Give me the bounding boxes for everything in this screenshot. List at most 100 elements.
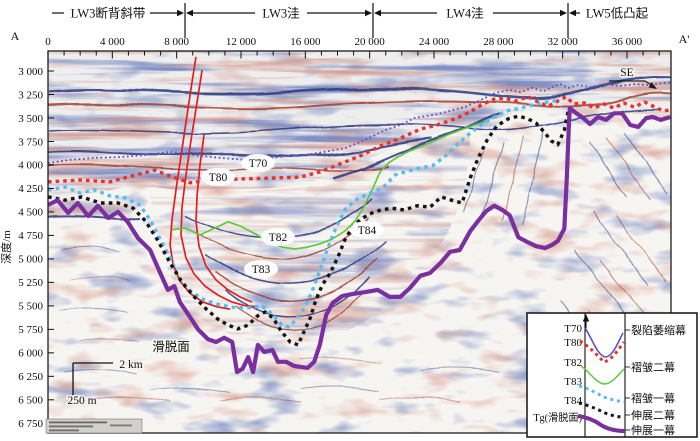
horizon-tag-label: T84 (358, 225, 377, 237)
y-tick-label: 5 500 (18, 301, 43, 313)
zone-arrowhead (374, 9, 381, 17)
endpoint-a-label: A (11, 29, 20, 43)
y-tick-label: 4 000 (18, 160, 43, 172)
reflector (623, 131, 669, 195)
reflector (214, 257, 379, 301)
zone-label: LW4洼 (446, 7, 483, 21)
horizon-tags: T70 T80 T82 T83 T84 (201, 154, 384, 278)
horizon-tag-label: T70 (249, 158, 268, 170)
y-tick-label: 5 000 (18, 254, 43, 266)
reflector (419, 366, 501, 373)
x-tick-label: 24 000 (419, 36, 450, 48)
x-tick-label: 16 000 (290, 36, 321, 48)
reflector (48, 108, 661, 134)
y-tick-label: 4 250 (18, 183, 43, 195)
zone-label: LW3断背斜带 (71, 6, 146, 21)
reflector (79, 336, 141, 343)
horizon-tag-label: T80 (209, 172, 228, 184)
zone-label: LW3洼 (262, 7, 299, 21)
x-tick-label: 0 (45, 36, 51, 48)
horizons-and-faults (48, 56, 671, 375)
horizon-tag-oval (261, 228, 295, 246)
reflector (591, 209, 649, 287)
y-tick-label: 6 250 (18, 371, 43, 383)
legend-entries: T70 T80 T82 T83 T84 Tg(滑脱面) 裂陷萎缩幕褶皱二幕褶皱一幕伸展二幕伸… (533, 323, 686, 437)
stamp-text-line (49, 425, 93, 428)
reflector (481, 141, 505, 217)
x-tick-label: 8 000 (164, 36, 189, 48)
horizon-tag-label: T83 (252, 264, 271, 276)
horizon-T83-line (48, 98, 561, 329)
legend-item-curve (584, 327, 624, 358)
legend-phase-label: 褶皱一幕 (631, 391, 675, 405)
legend: T70 T80 T82 T83 T84 Tg(滑脱面) 裂陷萎缩幕褶皱二幕褶皱一幕伸展二幕伸… (526, 312, 698, 438)
zone-header: LW3断背斜带 LW3洼 LW4洼 LW5低凸起 (52, 3, 649, 38)
reflector (299, 386, 381, 393)
reflector (587, 141, 629, 199)
horizon-Tg-line (48, 105, 671, 375)
y-tick-label: 6 000 (18, 348, 43, 360)
horizon-tag-oval (201, 168, 235, 186)
zone-arrowhead (569, 9, 576, 17)
y-tick-label: 5 250 (18, 277, 43, 289)
horizon-tag-oval (350, 221, 384, 239)
reflector (48, 164, 389, 172)
x-tick-label: 28 000 (483, 36, 514, 48)
legend-item-curve (578, 384, 625, 404)
legend-item-curve (578, 401, 625, 419)
x-tick-label: 32 000 (548, 36, 579, 48)
legend-item-label: T70 (564, 323, 582, 335)
legend-item-label: T83 (564, 376, 582, 388)
legend-axis-arrowhead (582, 314, 590, 322)
reflector (299, 356, 381, 363)
legend-item-label: T84 (564, 395, 582, 407)
legend-phase-label: 裂陷萎缩幕 (631, 323, 686, 337)
scale-vertical-label: 250 m (67, 395, 96, 407)
legend-phase-label: 伸展一幕 (631, 423, 675, 437)
y-tick-label: 6 500 (18, 395, 43, 407)
reflector (521, 129, 545, 225)
reflector (48, 74, 671, 100)
x-tick-label: 12 000 (226, 36, 257, 48)
stamp-text-line (110, 424, 132, 427)
horizon-T82-line (171, 119, 489, 250)
scale-bar (72, 362, 113, 400)
zone-arrowhead (560, 9, 567, 17)
legend-item-curve (577, 414, 626, 433)
reflector (48, 91, 671, 110)
horizon-tag-oval (244, 260, 278, 278)
x-tick-label: 20 000 (355, 36, 386, 48)
y-tick-label: 6 750 (18, 418, 43, 430)
reflector (234, 291, 363, 333)
reflector (615, 213, 667, 283)
fault-2-line (180, 69, 259, 308)
reflector (59, 306, 129, 313)
horizon-tag-oval (241, 154, 275, 172)
depth-axis-label: 深度/m (0, 230, 13, 264)
stamp-text-line (49, 429, 79, 432)
fault-1-line (169, 56, 231, 311)
reflector (219, 396, 301, 403)
reflector (379, 396, 461, 403)
horizon-T84-line (48, 111, 570, 347)
scale-horizontal-label: 2 km (119, 359, 142, 371)
y-tick-label: 4 750 (18, 230, 43, 242)
zone-label: LW5低凸起 (586, 7, 649, 21)
reflector (59, 246, 121, 253)
deep-texture-hints (59, 246, 501, 403)
legend-phase-label: 褶皱二幕 (631, 360, 675, 374)
y-tick-label: 5 750 (18, 324, 43, 336)
y-tick-label: 3 500 (18, 113, 43, 125)
reflector (89, 396, 171, 403)
reflector (605, 135, 651, 201)
reflector (48, 213, 141, 220)
detachment-label: 滑脱面 (152, 339, 190, 354)
y-tick-label: 3 000 (18, 66, 43, 78)
y-tick-label: 4 500 (18, 207, 43, 219)
survey-stamp (45, 418, 143, 434)
reflector (63, 368, 137, 375)
legend-item-curve (580, 365, 625, 385)
endpoint-a-prime-label: A' (679, 32, 690, 46)
zone-arrowhead (365, 9, 372, 17)
